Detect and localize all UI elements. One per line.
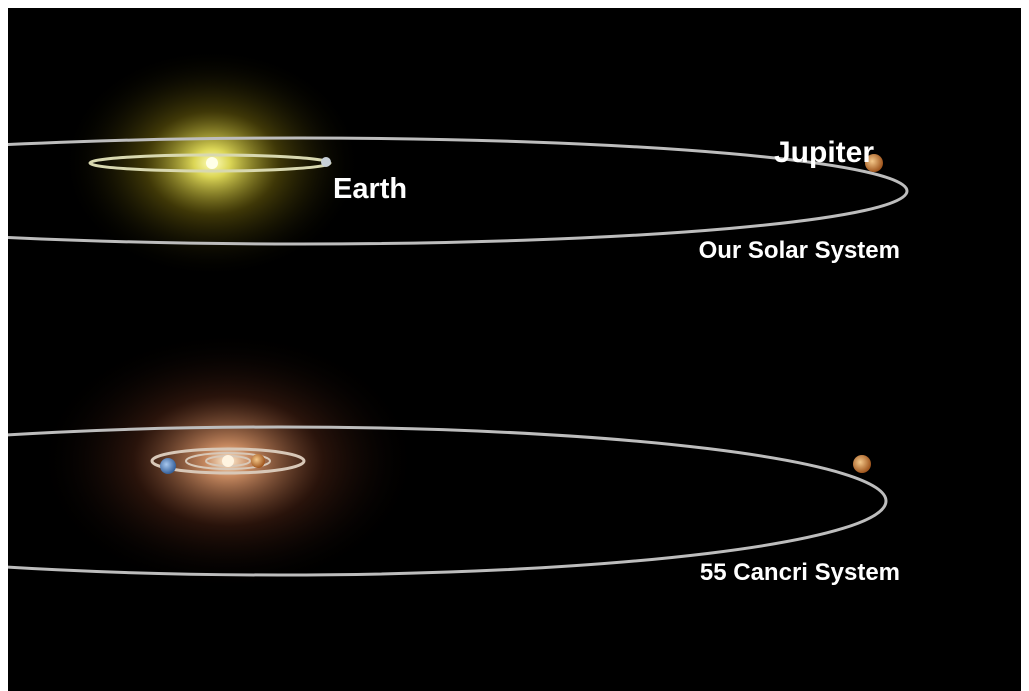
illustration: Jupiter Earth Our Solar System 55 Cancri… (0, 0, 1029, 691)
planet (160, 458, 176, 474)
planet (853, 455, 871, 473)
system-label: 55 Cancri System (700, 559, 900, 586)
star (222, 455, 234, 467)
jupiter-label: Jupiter (774, 136, 874, 169)
earth (321, 157, 331, 167)
sun (206, 157, 218, 169)
planet (251, 454, 265, 468)
system-label: Our Solar System (699, 237, 900, 264)
earth-label: Earth (333, 173, 407, 205)
